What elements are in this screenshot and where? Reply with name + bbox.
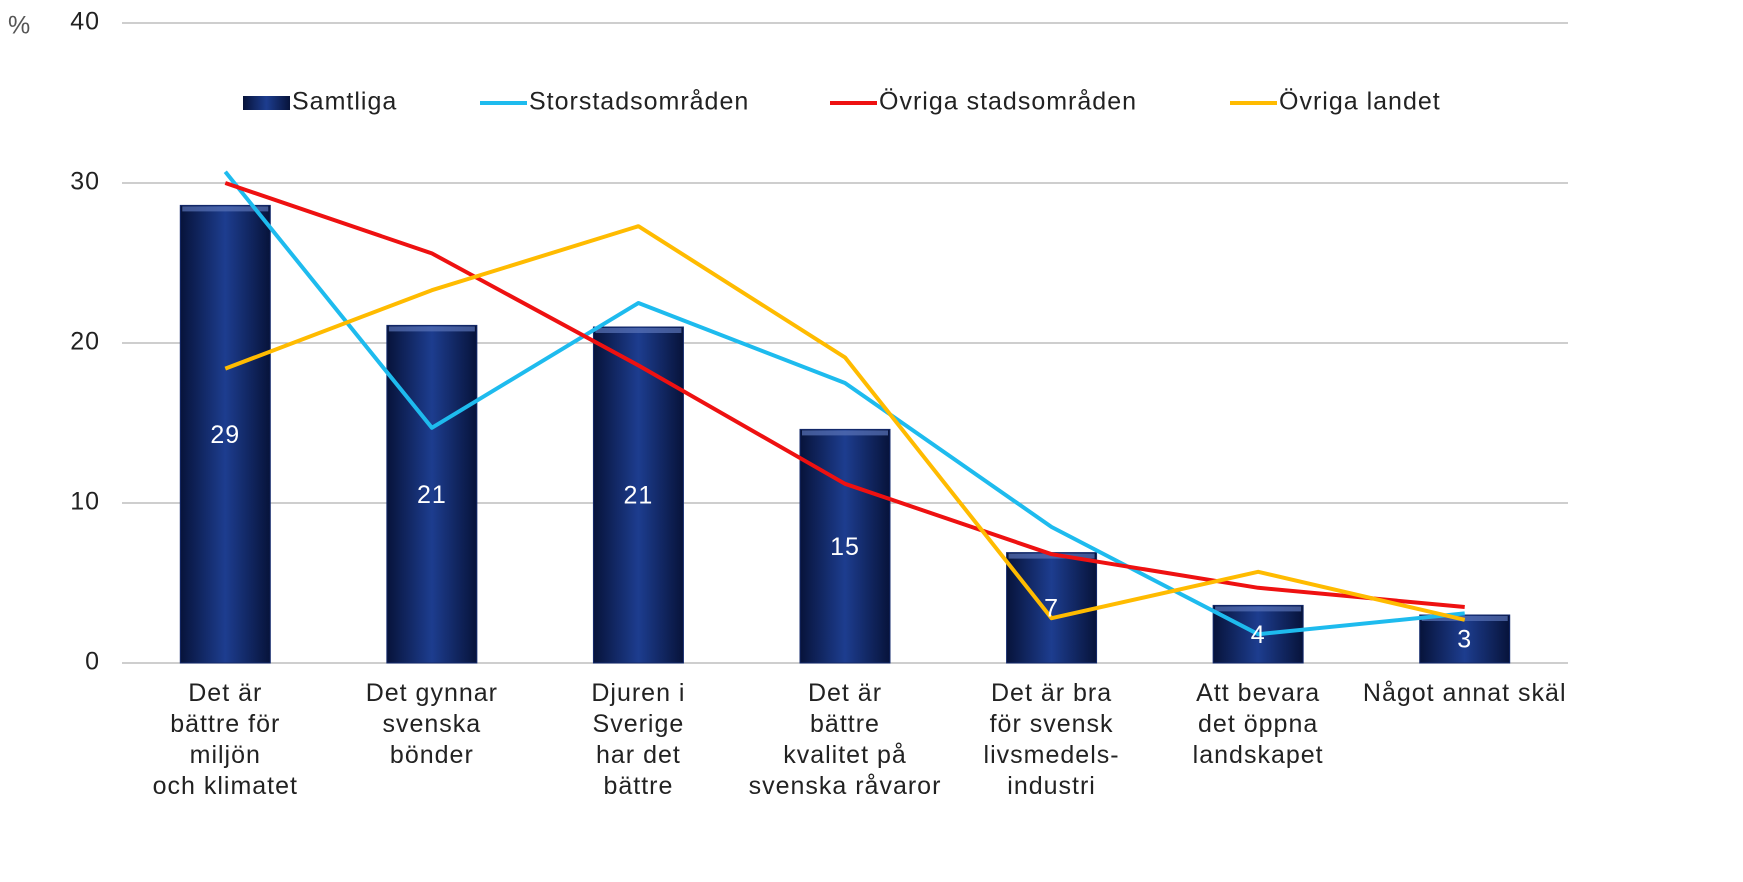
x-tick-line: miljön <box>190 741 261 769</box>
bar <box>386 324 478 664</box>
x-tick-label: Det gynnar svenska bönder <box>366 679 498 769</box>
x-tick-line: landskapet <box>1193 741 1324 769</box>
x-tick-label: Djuren i Sverige har det bättre <box>591 679 685 800</box>
bar-highlight <box>595 328 682 333</box>
x-tick-label: Att bevara det öppna landskapet <box>1193 679 1324 769</box>
line <box>224 181 1465 609</box>
x-tick-line: det öppna <box>1198 710 1318 738</box>
x-tick-line: svenska <box>382 710 481 738</box>
y-tick-label: 10 <box>70 488 100 516</box>
x-tick-label: Det är bättre för miljön och klimatet <box>153 679 298 800</box>
x-tick-line: svenska råvaror <box>749 772 942 800</box>
data-label: 21 <box>417 481 447 509</box>
x-tick-label: Det är bra för svensk livsmedels-industri <box>984 679 1120 800</box>
x-tick-line: bönder <box>390 741 474 769</box>
legend-label: Samtliga <box>292 88 397 116</box>
x-tick-line: har det <box>596 741 681 769</box>
x-tick-line: för svensk <box>990 710 1114 738</box>
data-label: 15 <box>830 533 860 561</box>
legend-swatch <box>243 96 290 110</box>
y-axis-label: % <box>8 12 31 40</box>
bar-highlight <box>182 206 269 212</box>
line <box>223 170 1465 637</box>
bar <box>799 428 891 664</box>
x-tick-line: Det är bra <box>991 679 1112 707</box>
bar-highlight <box>802 430 888 436</box>
x-tick-line: kvalitet på <box>783 741 907 769</box>
bar <box>1006 552 1098 664</box>
x-tick-line: Sverige <box>593 710 685 738</box>
x-tick-line: industri <box>1007 772 1096 800</box>
data-label: 4 <box>1251 621 1266 649</box>
legend-label: Storstadsområden <box>529 88 749 116</box>
data-label: 7 <box>1044 594 1059 622</box>
legend-label: Övriga landet <box>1279 88 1441 116</box>
y-tick-label: 30 <box>70 168 100 196</box>
y-tick-label: 20 <box>70 328 100 356</box>
x-tick-line: Det gynnar <box>366 679 498 707</box>
x-tick-line: Något annat skäl <box>1363 679 1567 707</box>
x-tick-line: Det är <box>188 679 262 707</box>
data-label: 3 <box>1457 626 1472 654</box>
bar <box>179 204 271 664</box>
y-tick-label: 40 <box>70 8 100 36</box>
bar-highlight <box>1215 606 1302 612</box>
data-label: 29 <box>210 421 240 449</box>
x-tick-label: Något annat skäl <box>1363 679 1567 707</box>
x-tick-line: bättre <box>810 710 880 738</box>
line <box>224 224 1466 622</box>
x-tick-line: livsmedels- <box>984 741 1120 769</box>
legend-label: Övriga stadsområden <box>879 88 1137 116</box>
data-label: 21 <box>624 482 654 510</box>
x-tick-line: Djuren i <box>591 679 685 707</box>
bar-highlight <box>388 326 475 332</box>
x-tick-line: Det är <box>808 679 882 707</box>
bar <box>1419 614 1511 664</box>
x-tick-line: bättre för <box>170 710 280 738</box>
x-tick-line: Att bevara <box>1196 679 1320 707</box>
x-tick-line: bättre <box>603 772 673 800</box>
x-tick-line: och klimatet <box>153 772 298 800</box>
y-tick-label: 0 <box>85 648 100 676</box>
x-tick-label: Det är bättre kvalitet på svenska råvaror <box>749 679 942 800</box>
